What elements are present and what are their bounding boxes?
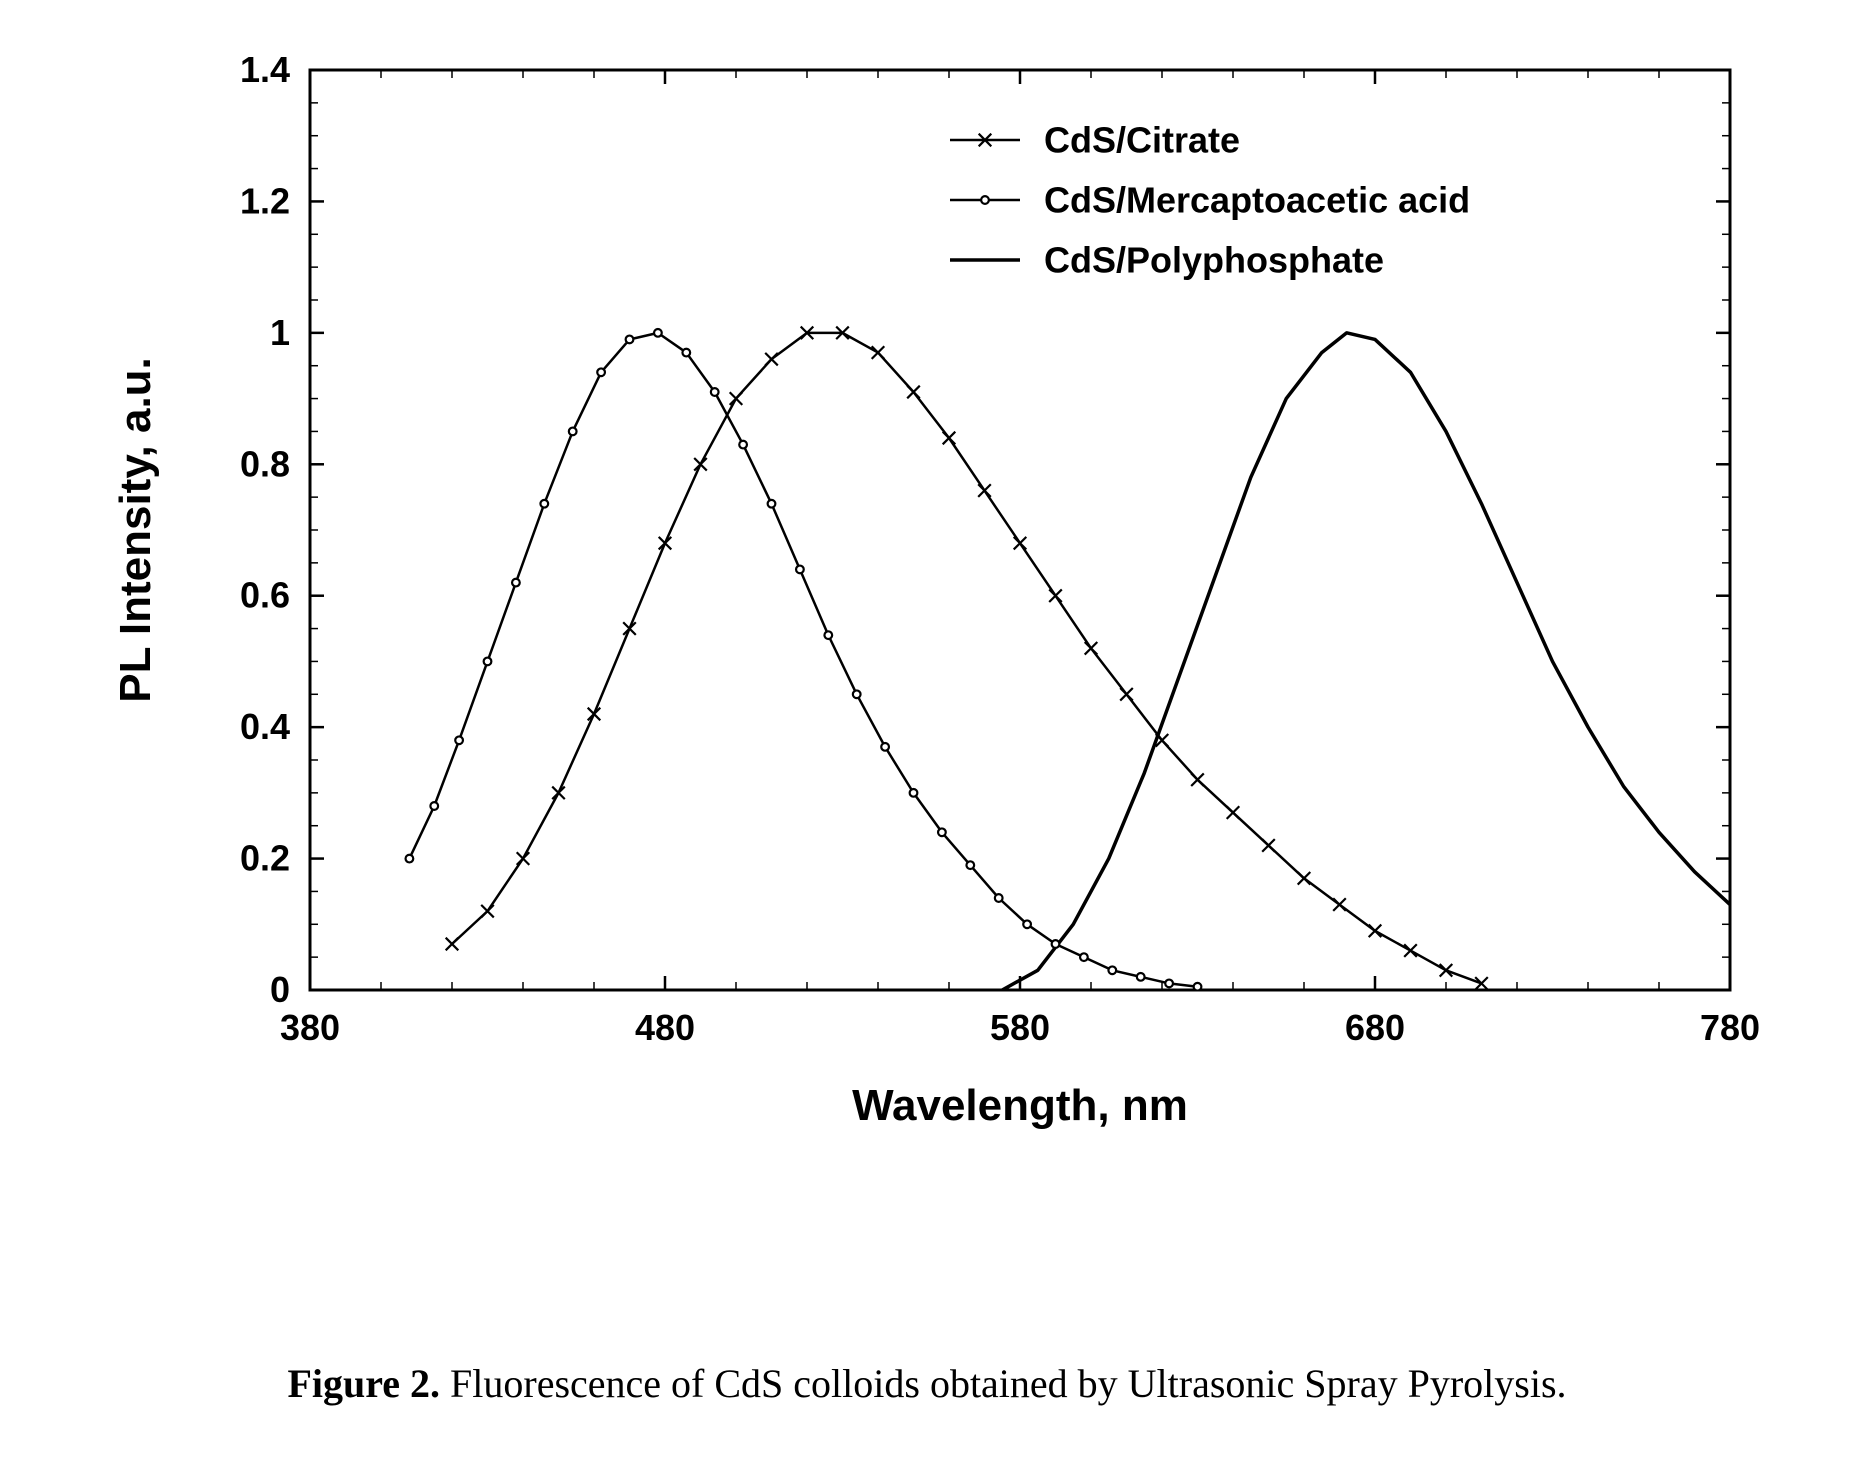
svg-text:PL Intensity, a.u.: PL Intensity, a.u. (111, 357, 160, 703)
svg-text:0.6: 0.6 (240, 575, 290, 616)
svg-text:380: 380 (280, 1007, 340, 1048)
svg-text:CdS/Citrate: CdS/Citrate (1044, 120, 1240, 161)
svg-text:CdS/Mercaptoacetic acid: CdS/Mercaptoacetic acid (1044, 180, 1470, 221)
svg-text:1: 1 (270, 312, 290, 353)
svg-text:1.2: 1.2 (240, 180, 290, 221)
svg-text:480: 480 (635, 1007, 695, 1048)
svg-text:580: 580 (990, 1007, 1050, 1048)
svg-text:0: 0 (270, 969, 290, 1010)
svg-text:0.8: 0.8 (240, 443, 290, 484)
svg-text:680: 680 (1345, 1007, 1405, 1048)
svg-text:CdS/Polyphosphate: CdS/Polyphosphate (1044, 240, 1384, 281)
svg-text:780: 780 (1700, 1007, 1760, 1048)
caption-prefix: Figure 2. (287, 1361, 440, 1406)
svg-text:0.2: 0.2 (240, 838, 290, 879)
pl-intensity-chart: 380 480 580 680 780 0 0.2 0.4 0.6 0.8 1 1.2 1.4 Wavel… (80, 40, 1780, 1240)
svg-text:0.4: 0.4 (240, 706, 290, 747)
figure-caption: Figure 2. Fluorescence of CdS colloids o… (0, 1360, 1854, 1407)
page: 380 480 580 680 780 0 0.2 0.4 0.6 0.8 1 1.2 1.4 Wavel… (0, 0, 1854, 1473)
caption-text: Fluorescence of CdS colloids obtained by… (440, 1361, 1567, 1406)
svg-text:Wavelength, nm: Wavelength, nm (852, 1081, 1188, 1130)
chart-container: 380 480 580 680 780 0 0.2 0.4 0.6 0.8 1 1.2 1.4 Wavel… (80, 40, 1780, 1240)
svg-text:1.4: 1.4 (240, 49, 290, 90)
